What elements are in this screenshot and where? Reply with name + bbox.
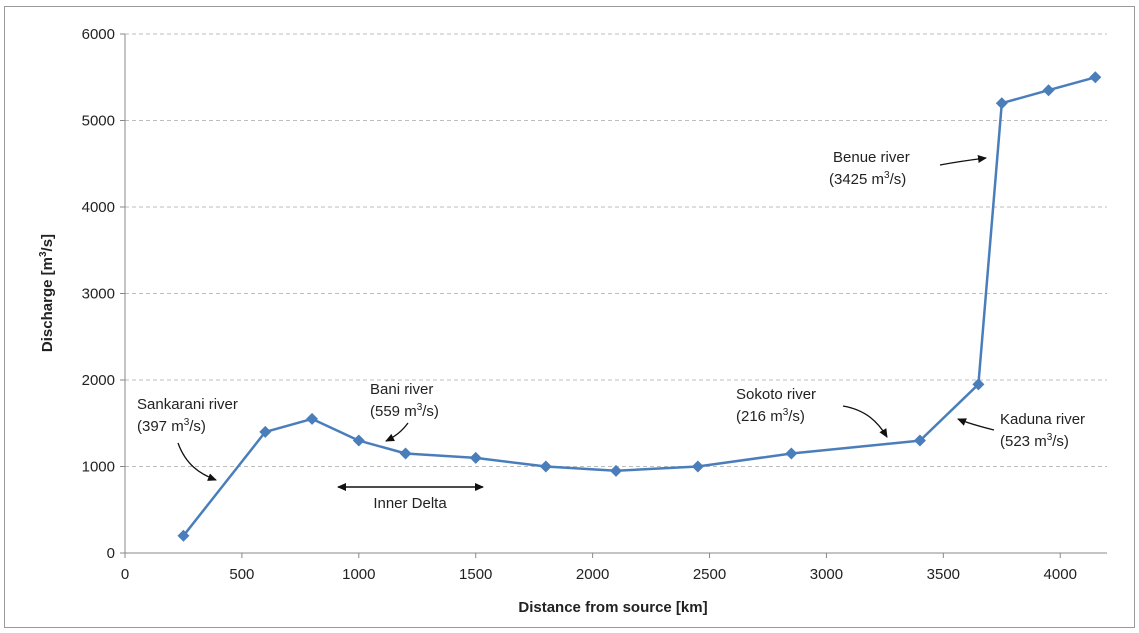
annotation-kaduna: Kaduna river (523 m3/s) bbox=[957, 411, 1085, 450]
annotation-benue-line2: (3425 m3/s) bbox=[829, 170, 906, 188]
y-tick-labels: 0 1000 2000 3000 4000 5000 6000 bbox=[82, 26, 115, 562]
annotation-inner-delta-label: Inner Delta bbox=[373, 495, 447, 512]
data-point-marker bbox=[610, 464, 622, 477]
annotation-bani: Bani river (559 m3/s) bbox=[370, 381, 439, 442]
annotation-sankarani-line2: (397 m3/s) bbox=[137, 417, 206, 435]
x-tick-label: 500 bbox=[229, 566, 254, 583]
data-point-marker bbox=[539, 460, 552, 473]
annotation-inner-delta: Inner Delta bbox=[337, 483, 484, 512]
y-axis-title-part1: Discharge [m bbox=[39, 257, 56, 352]
data-point-marker bbox=[995, 97, 1008, 110]
annotation-benue-arrow bbox=[939, 155, 987, 166]
annotation-sokoto-arrow bbox=[842, 405, 888, 438]
y-tick-label: 3000 bbox=[82, 286, 115, 303]
data-point-marker bbox=[691, 460, 704, 473]
x-tick-label: 1500 bbox=[459, 566, 492, 583]
x-tick-label: 3000 bbox=[810, 566, 843, 583]
data-point-marker bbox=[352, 434, 365, 447]
y-tick-label: 2000 bbox=[82, 372, 115, 389]
x-tick-labels: 0 500 1000 1500 2000 2500 3000 3500 4000 bbox=[121, 566, 1077, 583]
discharge-series bbox=[177, 71, 1102, 542]
annotation-benue: Benue river (3425 m3/s) bbox=[829, 149, 987, 188]
y-axis-title: Discharge [m3/s] bbox=[38, 234, 56, 352]
x-tick-label: 3500 bbox=[927, 566, 960, 583]
y-axis-title-sup: 3 bbox=[38, 251, 49, 257]
y-tick-label: 5000 bbox=[82, 113, 115, 130]
x-tick-label: 2000 bbox=[576, 566, 609, 583]
y-axis-title-part3: /s] bbox=[39, 234, 56, 252]
annotation-kaduna-arrow bbox=[957, 418, 995, 431]
annotation-bani-arrow bbox=[385, 422, 409, 442]
axes bbox=[120, 33, 1107, 558]
data-point-marker bbox=[399, 447, 412, 460]
x-tick-label: 2500 bbox=[693, 566, 726, 583]
y-tick-label: 0 bbox=[107, 545, 115, 562]
data-point-marker bbox=[306, 412, 319, 425]
data-point-marker bbox=[259, 425, 272, 438]
annotation-sankarani: Sankarani river (397 m3/s) bbox=[137, 396, 238, 481]
data-point-marker bbox=[785, 447, 798, 460]
x-tick-label: 4000 bbox=[1044, 566, 1077, 583]
data-point-marker bbox=[972, 378, 985, 391]
annotation-sankarani-arrow bbox=[177, 442, 217, 481]
annotation-sokoto-line1: Sokoto river bbox=[736, 386, 816, 403]
y-tick-label: 1000 bbox=[82, 459, 115, 476]
x-axis-title: Distance from source [km] bbox=[518, 599, 707, 616]
x-tick-label: 1000 bbox=[342, 566, 375, 583]
data-point-marker bbox=[177, 529, 190, 542]
annotation-benue-line1: Benue river bbox=[833, 149, 910, 166]
annotation-kaduna-line1: Kaduna river bbox=[1000, 411, 1085, 428]
data-point-marker bbox=[469, 451, 482, 464]
data-point-marker bbox=[1042, 84, 1055, 97]
x-tick-label: 0 bbox=[121, 566, 129, 583]
annotation-kaduna-line2: (523 m3/s) bbox=[1000, 432, 1069, 450]
data-point-marker bbox=[913, 434, 926, 447]
annotation-sokoto: Sokoto river (216 m3/s) bbox=[736, 386, 888, 438]
annotation-bani-line1: Bani river bbox=[370, 381, 433, 398]
annotation-bani-line2: (559 m3/s) bbox=[370, 402, 439, 420]
annotation-sokoto-line2: (216 m3/s) bbox=[736, 407, 805, 425]
y-tick-label: 4000 bbox=[82, 199, 115, 216]
annotation-sankarani-line1: Sankarani river bbox=[137, 396, 238, 413]
data-point-marker bbox=[1089, 71, 1102, 84]
y-tick-label: 6000 bbox=[82, 26, 115, 43]
